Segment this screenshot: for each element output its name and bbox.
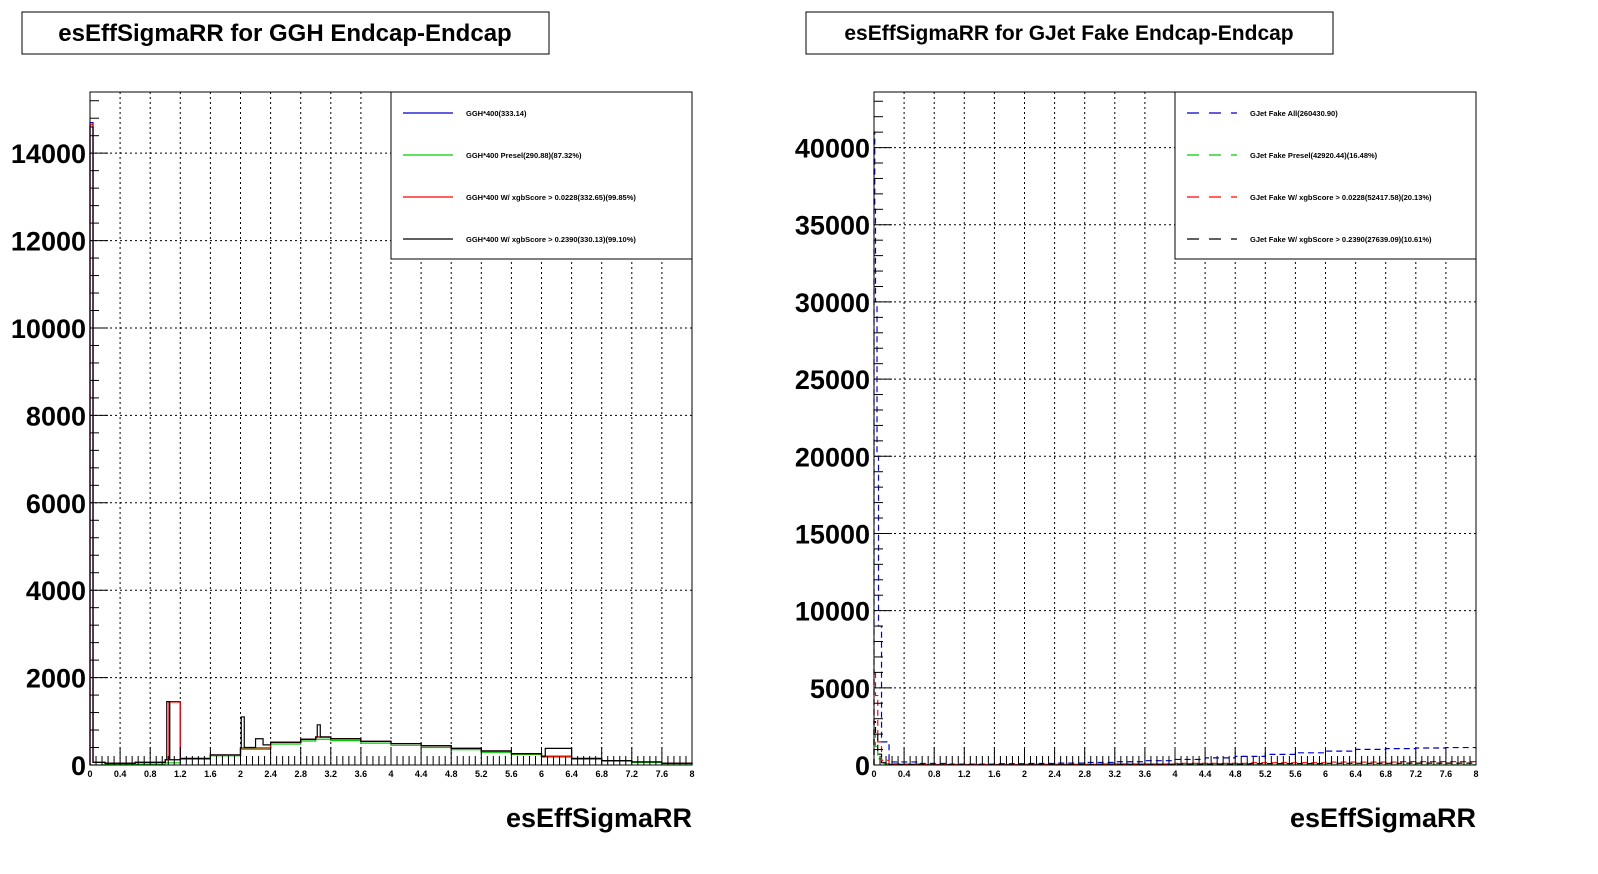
- y-tick-label: 5000: [810, 674, 870, 704]
- y-tick-label: 20000: [795, 442, 870, 472]
- chart-title: esEffSigmaRR for GGH Endcap-Endcap: [58, 20, 511, 47]
- legend-label: GGH*400 W/ xgbScore > 0.0228(332.65)(99.…: [466, 193, 636, 202]
- x-tick-labels: 0 0.4 0.8 1.2 1.6 2 2.4 2.8 3.2 3.6 4 4.4 4.8 5.2 5.6 6…: [87, 769, 694, 779]
- y-tick-label: 40000: [795, 134, 870, 164]
- x-tick-label: 7.2: [626, 769, 639, 779]
- x-tick-label: 1.6: [204, 769, 217, 779]
- x-tick-label: 0.8: [928, 769, 941, 779]
- chart-panel-ggh: esEffSigmaRR for GGH Endcap-Endcap 0 0.4 0…: [11, 12, 695, 833]
- y-tick-label: 14000: [11, 139, 86, 169]
- x-tick-label: 4.8: [445, 769, 458, 779]
- x-tick-label: 5.6: [1289, 769, 1302, 779]
- x-tick-label: 2: [238, 769, 243, 779]
- y-tick-labels: 0 5000 10000 15000 20000 25000 30000 35000 40000: [795, 134, 870, 781]
- y-tick-label: 10000: [11, 314, 86, 344]
- x-tick-label: 5.2: [475, 769, 488, 779]
- x-tick-label: 0.4: [114, 769, 127, 779]
- y-tick-label: 2000: [26, 664, 86, 694]
- legend-label: GJet Fake Presel(42920.44)(16.48%): [1250, 151, 1378, 160]
- x-tick-label: 7.6: [1440, 769, 1453, 779]
- x-tick-label: 2: [1022, 769, 1027, 779]
- y-tick-label: 12000: [11, 227, 86, 257]
- y-tick-label: 4000: [26, 576, 86, 606]
- x-tick-label: 2.4: [1048, 769, 1061, 779]
- x-tick-label: 0: [871, 769, 876, 779]
- x-tick-label: 8: [689, 769, 694, 779]
- y-tick-label: 6000: [26, 489, 86, 519]
- x-tick-label: 2.8: [1078, 769, 1091, 779]
- x-tick-label: 4.4: [415, 769, 428, 779]
- x-tick-label: 3.6: [1139, 769, 1152, 779]
- legend-label: GGH*400 Presel(290.88)(87.32%): [466, 151, 582, 160]
- x-tick-label: 7.2: [1410, 769, 1423, 779]
- y-tick-label: 0: [71, 751, 86, 781]
- x-tick-label: 3.6: [355, 769, 368, 779]
- legend: GJet Fake All(260430.90) GJet Fake Presel…: [1175, 92, 1476, 259]
- legend-label: GGH*400 W/ xgbScore > 0.2390(330.13)(99.…: [466, 235, 636, 244]
- x-tick-label: 2.4: [264, 769, 277, 779]
- x-tick-label: 6.4: [1349, 769, 1362, 779]
- x-axis-label: esEffSigmaRR: [506, 803, 692, 833]
- x-tick-label: 6: [1323, 769, 1328, 779]
- y-tick-label: 15000: [795, 519, 870, 549]
- x-tick-label: 4: [1172, 769, 1177, 779]
- y-tick-label: 0: [855, 751, 870, 781]
- x-axis-label: esEffSigmaRR: [1290, 803, 1476, 833]
- legend-label: GJet Fake W/ xgbScore > 0.2390(27639.09)…: [1250, 235, 1432, 244]
- y-tick-labels: 0 2000 4000 6000 8000 10000 12000 14000: [11, 139, 86, 781]
- x-tick-label: 6.8: [1379, 769, 1392, 779]
- legend-label: GJet Fake W/ xgbScore > 0.0228(52417.58)…: [1250, 193, 1432, 202]
- legend: GGH*400(333.14) GGH*400 Presel(290.88)(87…: [391, 92, 692, 259]
- legend-label: GJet Fake All(260430.90): [1250, 109, 1338, 118]
- legend-box: [391, 92, 692, 259]
- x-tick-label: 3.2: [325, 769, 338, 779]
- x-tick-label: 0.4: [898, 769, 911, 779]
- y-tick-label: 35000: [795, 211, 870, 241]
- chart-title: esEffSigmaRR for GJet Fake Endcap-Endcap: [844, 22, 1293, 45]
- x-tick-label: 6: [539, 769, 544, 779]
- x-tick-label: 5.2: [1259, 769, 1272, 779]
- x-tick-label: 5.6: [505, 769, 518, 779]
- y-tick-label: 30000: [795, 288, 870, 318]
- x-tick-label: 0: [87, 769, 92, 779]
- x-tick-label: 3.2: [1109, 769, 1122, 779]
- x-tick-label: 1.6: [988, 769, 1001, 779]
- x-tick-label: 7.6: [656, 769, 669, 779]
- x-tick-label: 6.8: [595, 769, 608, 779]
- x-tick-label: 4: [388, 769, 393, 779]
- x-tick-label: 2.8: [294, 769, 307, 779]
- x-tick-label: 0.8: [144, 769, 157, 779]
- x-tick-label: 4.8: [1229, 769, 1242, 779]
- chart-panel-gjet: esEffSigmaRR for GJet Fake Endcap-Endcap…: [795, 12, 1479, 833]
- y-tick-label: 10000: [795, 597, 870, 627]
- y-tick-label: 25000: [795, 365, 870, 395]
- x-tick-label: 4.4: [1199, 769, 1212, 779]
- x-tick-label: 6.4: [565, 769, 578, 779]
- x-tick-label: 8: [1473, 769, 1478, 779]
- y-tick-label: 8000: [26, 401, 86, 431]
- x-tick-label: 1.2: [174, 769, 187, 779]
- legend-label: GGH*400(333.14): [466, 109, 527, 118]
- x-tick-labels: 0 0.4 0.8 1.2 1.6 2 2.4 2.8 3.2 3.6 4 4.4 4.8 5.2 5.6 6…: [871, 769, 1478, 779]
- x-tick-label: 1.2: [958, 769, 971, 779]
